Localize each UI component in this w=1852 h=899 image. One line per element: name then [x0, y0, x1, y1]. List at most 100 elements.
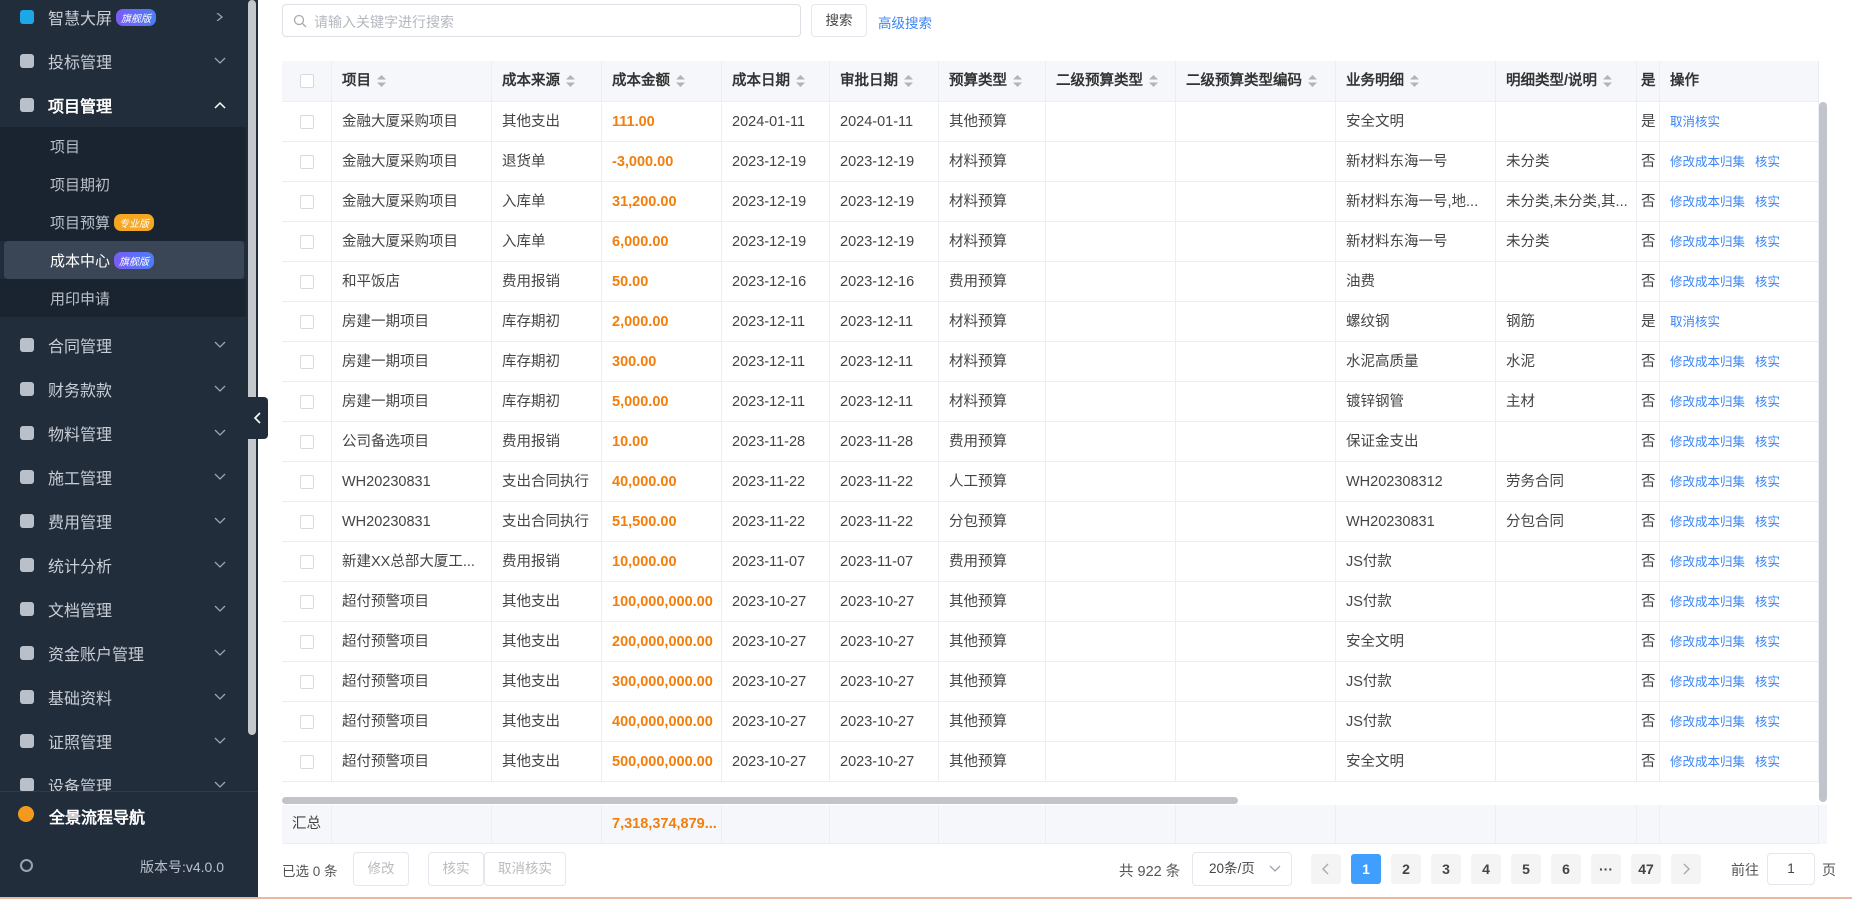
checkbox[interactable]	[300, 635, 314, 649]
action-link[interactable]: 核实	[1755, 235, 1781, 249]
action-link[interactable]: 修改成本归集	[1670, 195, 1746, 209]
sort-icon[interactable]	[1013, 75, 1022, 88]
search-input[interactable]: 请输入关键字进行搜索	[282, 4, 801, 37]
page-number[interactable]: ···	[1591, 854, 1621, 884]
sort-icon[interactable]	[1603, 75, 1613, 88]
checkbox[interactable]	[300, 115, 314, 129]
checkbox[interactable]	[300, 395, 314, 409]
action-link[interactable]: 核实	[1755, 555, 1781, 569]
submenu-item[interactable]: 用印申请	[0, 279, 246, 317]
action-link[interactable]: 修改成本归集	[1670, 355, 1746, 369]
action-link[interactable]: 修改成本归集	[1670, 635, 1746, 649]
menu-item[interactable]: 基础资料	[0, 675, 246, 719]
submenu-item[interactable]: 项目预算 专业版	[0, 203, 246, 241]
sort-icon[interactable]	[1308, 75, 1317, 88]
action-link[interactable]: 修改成本归集	[1670, 515, 1746, 529]
action-link[interactable]: 核实	[1755, 435, 1781, 449]
checkbox[interactable]	[300, 195, 314, 209]
action-link[interactable]: 修改成本归集	[1670, 555, 1746, 569]
action-link[interactable]: 取消核实	[1670, 315, 1721, 329]
action-link[interactable]: 修改成本归集	[1670, 435, 1746, 449]
submenu-item[interactable]: 项目	[0, 127, 246, 165]
checkbox[interactable]	[300, 74, 314, 88]
checkbox[interactable]	[300, 515, 314, 529]
menu-item[interactable]: 文档管理	[0, 587, 246, 631]
action-link[interactable]: 修改成本归集	[1670, 475, 1746, 489]
advanced-search[interactable]: 高级搜索	[878, 16, 932, 31]
submenu-item[interactable]: 项目期初	[0, 165, 246, 203]
checkbox[interactable]	[300, 235, 314, 249]
action-link[interactable]: 修改成本归集	[1670, 595, 1746, 609]
page-number[interactable]: 4	[1471, 854, 1501, 884]
search-button[interactable]: 搜索	[811, 4, 867, 37]
action-link[interactable]: 核实	[1755, 155, 1781, 169]
menu-item[interactable]: 证照管理	[0, 719, 246, 763]
menu-item[interactable]: 项目管理	[0, 83, 246, 127]
checkbox[interactable]	[300, 755, 314, 769]
sort-icon[interactable]	[566, 75, 575, 88]
page-number[interactable]: 5	[1511, 854, 1541, 884]
page-number[interactable]: 1	[1351, 854, 1381, 884]
action-link[interactable]: 取消核实	[1670, 115, 1721, 129]
sort-icon[interactable]	[1410, 75, 1419, 88]
sort-icon[interactable]	[796, 75, 805, 88]
page-number[interactable]: 6	[1551, 854, 1581, 884]
menu-item[interactable]: 统计分析	[0, 543, 246, 587]
menu-item[interactable]: 资金账户管理	[0, 631, 246, 675]
menu-item[interactable]: 财务款款	[0, 367, 246, 411]
checkbox[interactable]	[300, 555, 314, 569]
sort-icon[interactable]	[904, 75, 913, 88]
checkbox[interactable]	[300, 155, 314, 169]
action-link[interactable]: 修改成本归集	[1670, 235, 1746, 249]
action-link[interactable]: 核实	[1755, 195, 1781, 209]
checkbox[interactable]	[300, 355, 314, 369]
checkbox[interactable]	[300, 675, 314, 689]
footer-button[interactable]: 修改	[353, 852, 409, 886]
checkbox[interactable]	[300, 275, 314, 289]
menu-item[interactable]: 施工管理	[0, 455, 246, 499]
menu-item[interactable]: 合同管理	[0, 323, 246, 367]
action-link[interactable]: 核实	[1755, 275, 1781, 289]
next-page[interactable]	[1671, 854, 1701, 884]
sort-icon[interactable]	[1149, 75, 1158, 88]
page-number[interactable]: 3	[1431, 854, 1461, 884]
action-link[interactable]: 核实	[1755, 515, 1781, 529]
submenu-item[interactable]: 成本中心 旗舰版	[4, 241, 244, 279]
page-size-select[interactable]: 20条/页	[1192, 852, 1292, 886]
prev-page[interactable]	[1311, 854, 1341, 884]
checkbox[interactable]	[300, 715, 314, 729]
action-link[interactable]: 核实	[1755, 635, 1781, 649]
menu-item[interactable]: 投标管理	[0, 39, 246, 83]
page-number[interactable]: 47	[1631, 854, 1661, 884]
action-link[interactable]: 修改成本归集	[1670, 715, 1746, 729]
collapse-toggle[interactable]	[248, 397, 268, 439]
action-link[interactable]: 修改成本归集	[1670, 275, 1746, 289]
checkbox[interactable]	[300, 595, 314, 609]
action-link[interactable]: 修改成本归集	[1670, 755, 1746, 769]
nav-link[interactable]: 全景流程导航	[49, 810, 146, 827]
menu-item[interactable]: 智慧大屏 旗舰版	[0, 0, 246, 39]
action-link[interactable]: 核实	[1755, 475, 1781, 489]
action-link[interactable]: 核实	[1755, 675, 1781, 689]
cell-text: 安全文明	[1346, 634, 1404, 650]
menu-item[interactable]: 物料管理	[0, 411, 246, 455]
action-link[interactable]: 核实	[1755, 395, 1781, 409]
checkbox[interactable]	[300, 435, 314, 449]
action-link[interactable]: 核实	[1755, 355, 1781, 369]
sort-icon[interactable]	[676, 75, 685, 88]
action-link[interactable]: 核实	[1755, 755, 1781, 769]
action-link[interactable]: 核实	[1755, 715, 1781, 729]
settings-icon[interactable]	[20, 859, 33, 872]
menu-item[interactable]: 费用管理	[0, 499, 246, 543]
checkbox[interactable]	[300, 315, 314, 329]
footer-button[interactable]: 取消核实	[484, 852, 566, 886]
action-link[interactable]: 修改成本归集	[1670, 675, 1746, 689]
page-number[interactable]: 2	[1391, 854, 1421, 884]
sort-icon[interactable]	[377, 75, 386, 88]
footer-button[interactable]: 核实	[428, 852, 484, 886]
goto-input[interactable]: 1	[1767, 853, 1815, 885]
action-link[interactable]: 核实	[1755, 595, 1781, 609]
action-link[interactable]: 修改成本归集	[1670, 395, 1746, 409]
action-link[interactable]: 修改成本归集	[1670, 155, 1746, 169]
checkbox[interactable]	[300, 475, 314, 489]
